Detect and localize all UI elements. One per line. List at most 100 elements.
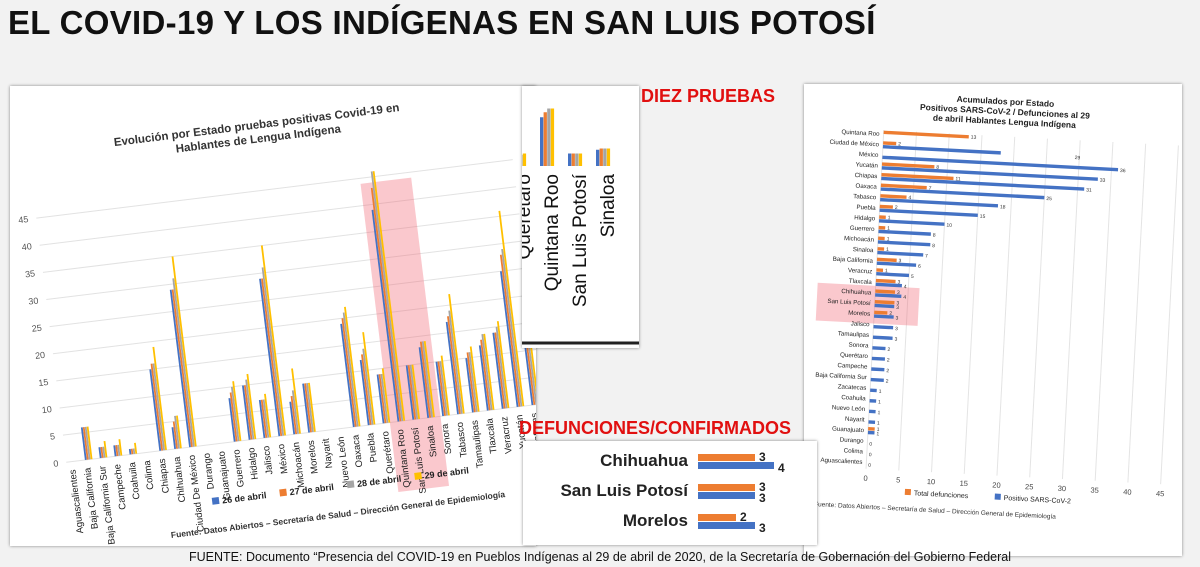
y-tick-label: Nayarit xyxy=(845,416,865,424)
legend-swatch-positivos xyxy=(994,493,1001,500)
right-chart-panel: Acumulados por Estado Positivos SARS-CoV-… xyxy=(804,84,1182,556)
y-tick-label: 35 xyxy=(24,268,35,279)
bar-sonora-s2 xyxy=(437,361,446,416)
bar-hidalgo-s4 xyxy=(246,373,257,440)
x-tick-label: Querétaro xyxy=(380,430,396,474)
y-gridline xyxy=(42,213,520,273)
bar-sinaloa-positivos xyxy=(877,250,924,257)
bar-baja-california-sur-s1 xyxy=(98,447,102,459)
bar-morelos-s4 xyxy=(308,382,316,432)
data-label-positivos: 15 xyxy=(980,214,986,220)
bar-chihuahua-positivos xyxy=(875,293,902,298)
bar-morelos-s1 xyxy=(302,383,311,433)
bar-zacatecas-s3 xyxy=(526,333,536,405)
bar-quintana-roo-s1 xyxy=(371,209,400,422)
y-tick-label: Chihuahua xyxy=(841,288,872,297)
left-chart-panel: Evolución por Estado pruebas positivas C… xyxy=(10,86,536,546)
y-tick-label: Veracruz xyxy=(848,267,873,275)
x-tick-label: 5 xyxy=(896,475,901,484)
bar-morelos-s2 xyxy=(304,383,312,433)
bar-tabasco-positivos xyxy=(880,197,999,208)
y-tick-label: Tamaulipas xyxy=(838,330,870,339)
bar-chihuahua-s2 xyxy=(172,421,178,449)
bar-baja-california-positivos xyxy=(876,261,917,267)
bar-campeche-positivos xyxy=(871,367,885,372)
bar-puebla-positivos xyxy=(879,208,978,218)
x-tick-label: 45 xyxy=(1156,489,1165,498)
bar-yucatan-defunciones xyxy=(881,162,935,169)
legend-label: 28 de abril xyxy=(356,474,401,489)
bar-hidalgo-s1 xyxy=(242,385,251,440)
zoom-x-label: Quintana Roo xyxy=(542,174,563,291)
zoom-x-label: Querétaro xyxy=(522,174,535,260)
y-tick-label: 15 xyxy=(38,377,49,388)
bar-tlaxcala-s3 xyxy=(481,333,493,411)
bar-zacatecas-positivos xyxy=(870,388,877,393)
legend-swatch-defunciones xyxy=(904,488,912,496)
y-tick-label: Tabasco xyxy=(853,193,877,201)
bar-veracruz-s1 xyxy=(492,332,504,409)
legend-swatch-s2 xyxy=(279,488,287,497)
x-tick-label: Tabasco xyxy=(455,421,470,457)
y-tick-label: Michoacán xyxy=(844,235,875,244)
bar-nuevo-leon-positivos xyxy=(868,409,876,414)
y-tick-label: Baja California Sur xyxy=(815,372,867,382)
data-label-positivos: 2 xyxy=(886,368,889,374)
bar-chiapas-s3 xyxy=(152,363,165,451)
bar-morelos-s3 xyxy=(306,383,314,433)
zoom-x-label: San Luis Potosí xyxy=(570,173,591,307)
bar-michoacan-s4 xyxy=(291,368,301,434)
bar-puebla-s3 xyxy=(362,348,374,425)
x-tick-label: Campeche xyxy=(112,463,129,510)
bar-tamaulipas-s4 xyxy=(469,346,480,412)
chart-source: Fuente: Datos Abiertos – Secretaría de S… xyxy=(170,489,505,540)
data-label-positivos: 8 xyxy=(933,233,936,239)
y-tick-label: San Luis Potosí xyxy=(827,298,871,307)
x-tick-label: Hidalgo xyxy=(246,447,261,480)
bar-chihuahua-defunciones xyxy=(875,289,896,294)
y-tick-label: Ciudad de México xyxy=(829,139,879,149)
deaths-zoom-panel: Chihuahua 3 4 San Luis Potosí 3 3 Morelos 2 3 xyxy=(523,441,817,545)
y-gridline xyxy=(39,186,517,246)
y-tick-label: 0 xyxy=(53,458,59,469)
bar-michoacan-s3 xyxy=(291,390,299,434)
bar-ciudad-de-mexico-s3 xyxy=(172,278,195,447)
bar-campeche-s2 xyxy=(115,445,119,457)
x-tick-label: 20 xyxy=(992,480,1001,489)
bar-tabasco-s3 xyxy=(448,310,463,414)
zoom-bar-san-luis-potosi-s2 xyxy=(571,153,575,166)
x-tick-label: Yucatán xyxy=(514,414,529,449)
x-tick-label: Durango xyxy=(202,452,217,490)
bar-veracruz-defunciones xyxy=(876,268,884,272)
y-tick-label: 30 xyxy=(28,296,39,307)
zoom-bar-sinaloa-s3 xyxy=(603,148,607,166)
zoom-label-positivos: 3 xyxy=(759,491,766,505)
bar-sinaloa-s2 xyxy=(419,341,432,418)
bar-quintana-roo-s4 xyxy=(372,171,406,421)
x-tick-label: Jalisco xyxy=(261,445,275,475)
x-tick-label: 0 xyxy=(863,474,868,483)
zoom-bar-quintana-roo-s4 xyxy=(550,108,555,166)
bar-tabasco-s4 xyxy=(448,293,465,414)
y-gridline xyxy=(36,159,513,219)
bar-chihuahua-s1 xyxy=(171,427,177,450)
bar-oaxaca-s2 xyxy=(341,318,357,427)
x-tick-label: Coahuila xyxy=(127,461,143,500)
y-tick-label: Colima xyxy=(843,447,863,455)
bar-oaxaca-s1 xyxy=(340,323,355,428)
zoom-bar-chihuahua-positivos xyxy=(698,462,774,469)
bar-oaxaca-s3 xyxy=(342,312,359,427)
x-tick-label: Tamaulipas xyxy=(469,419,486,468)
data-label-positivos: 2 xyxy=(887,358,890,364)
bar-michoacan-s1 xyxy=(289,401,296,435)
zoom-bar-morelos-defunciones xyxy=(698,514,736,521)
bar-veracruz-s3 xyxy=(495,326,508,409)
y-tick-label: 40 xyxy=(21,241,32,252)
bar-zacatecas-s1 xyxy=(523,339,534,406)
x-tick-label: Veracruz xyxy=(499,416,515,455)
bar-mexico-s1 xyxy=(259,278,281,437)
data-label-defunciones: 7 xyxy=(929,185,932,191)
x-tick-label: Oaxaca xyxy=(350,433,365,468)
data-label-defunciones: 3 xyxy=(897,290,900,296)
